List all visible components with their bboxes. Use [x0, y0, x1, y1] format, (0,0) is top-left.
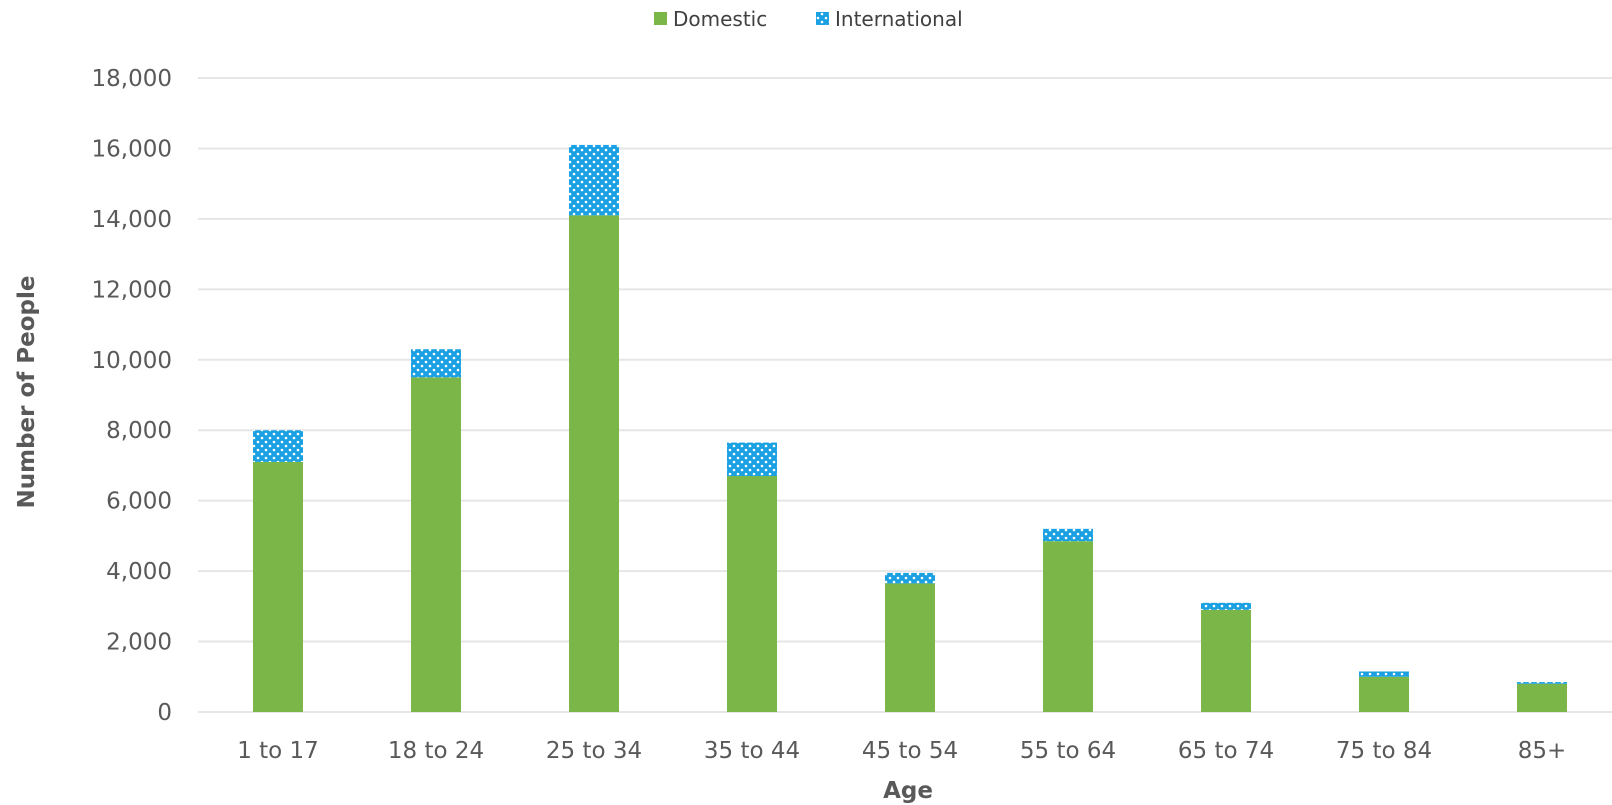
legend-swatch-domestic	[654, 12, 667, 25]
y-tick-label: 4,000	[106, 559, 172, 585]
x-tick-label: 35 to 44	[704, 738, 800, 764]
x-tick-label: 1 to 17	[237, 738, 319, 764]
y-axis-title: Number of People	[14, 275, 40, 508]
bar-domestic-0	[253, 461, 303, 712]
bar-international-6	[1201, 602, 1251, 610]
bar-domestic-7	[1359, 676, 1409, 712]
bar-international-5	[1043, 528, 1093, 542]
bars	[253, 144, 1567, 712]
x-axis-title: Age	[883, 778, 933, 804]
bar-domestic-8	[1517, 683, 1567, 712]
bar-domestic-2	[569, 215, 619, 712]
bar-domestic-3	[727, 476, 777, 712]
bar-domestic-5	[1043, 541, 1093, 712]
x-tick-label: 55 to 64	[1020, 738, 1116, 764]
bar-international-3	[727, 442, 777, 477]
x-tick-label: 18 to 24	[388, 738, 484, 764]
x-tick-label: 75 to 84	[1336, 738, 1432, 764]
legend: Domestic International	[654, 7, 963, 31]
y-tick-label: 8,000	[106, 418, 172, 444]
y-tick-label: 6,000	[106, 489, 172, 515]
bar-domestic-6	[1201, 609, 1251, 712]
x-tick-label: 65 to 74	[1178, 738, 1274, 764]
x-tick-label: 25 to 34	[546, 738, 642, 764]
bar-international-7	[1359, 671, 1409, 677]
legend-label-domestic: Domestic	[673, 7, 767, 31]
x-axis-tick-labels: 1 to 17 18 to 24 25 to 34 35 to 44 45 to 54 5…	[237, 738, 1566, 764]
bar-international-4	[885, 572, 935, 584]
y-tick-label: 10,000	[92, 348, 172, 374]
y-axis-tick-labels: 0 2,000 4,000 6,000 8,000 10,000 12,000 14,000 1…	[92, 66, 172, 726]
y-tick-label: 14,000	[92, 207, 172, 233]
bar-domestic-4	[885, 583, 935, 712]
y-tick-label: 18,000	[92, 66, 172, 92]
legend-swatch-international	[816, 12, 829, 25]
x-tick-label: 85+	[1518, 738, 1567, 764]
bar-international-0	[253, 430, 303, 462]
y-tick-label: 0	[157, 700, 172, 726]
bar-international-8	[1517, 682, 1567, 684]
legend-label-international: International	[835, 7, 963, 31]
y-tick-label: 2,000	[106, 630, 172, 656]
bar-international-1	[411, 349, 461, 378]
bar-domestic-1	[411, 377, 461, 712]
bar-international-2	[569, 144, 619, 216]
x-tick-label: 45 to 54	[862, 738, 958, 764]
y-tick-label: 12,000	[92, 277, 172, 303]
y-tick-label: 16,000	[92, 136, 172, 162]
